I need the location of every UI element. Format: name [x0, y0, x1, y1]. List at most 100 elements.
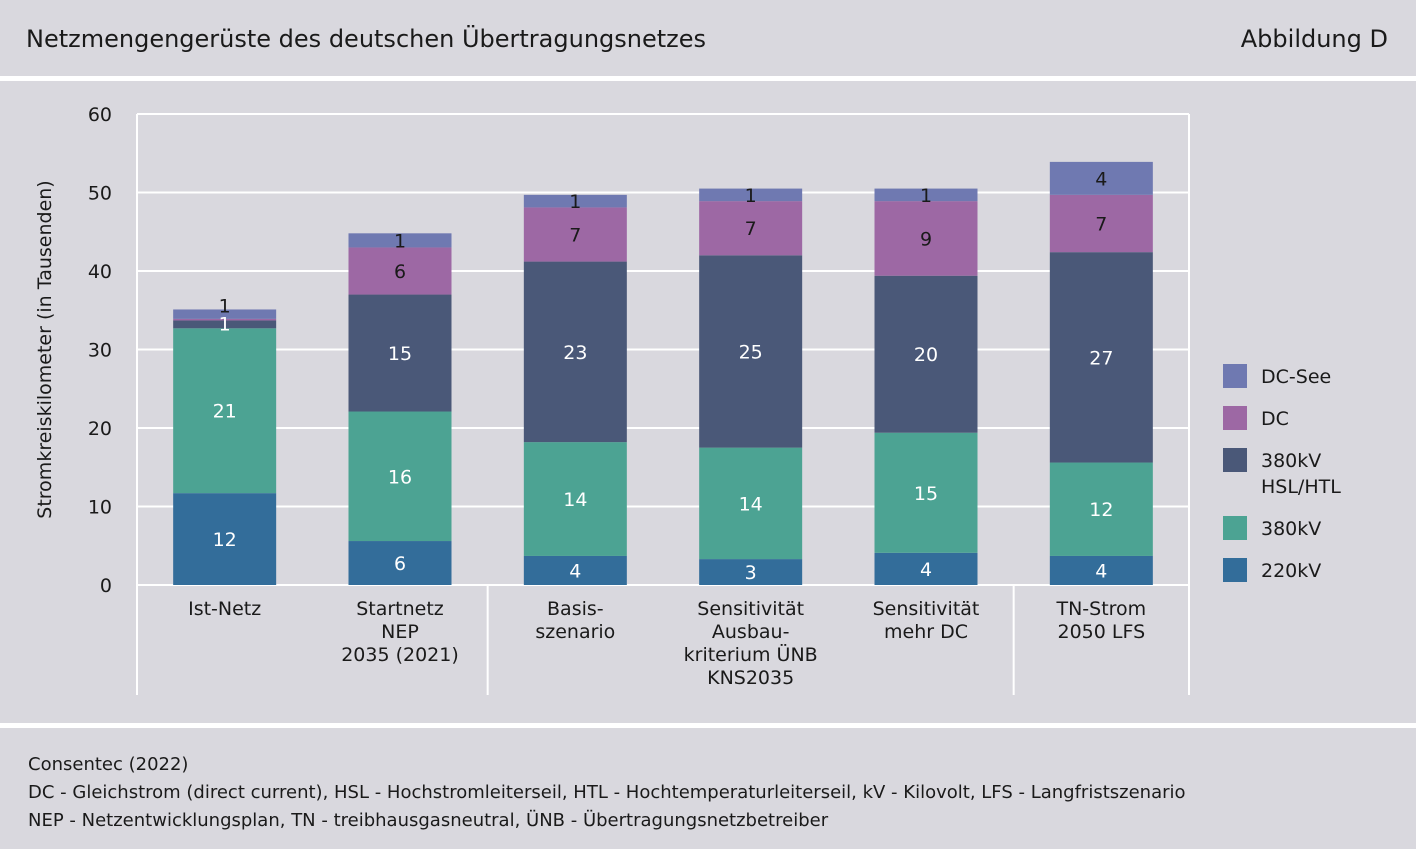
chart-notes: Consentec (2022) DC - Gleichstrom (direc…: [28, 751, 1186, 835]
bar-segment: [1049, 462, 1153, 556]
x-tick-label: mehr DC: [884, 621, 968, 643]
x-tick-label: 2035 (2021): [341, 644, 459, 666]
data-label: 20: [914, 344, 938, 366]
top-divider: [0, 76, 1416, 81]
legend-swatch: [1223, 406, 1247, 430]
bar-segment: [348, 294, 452, 412]
x-tick-label: Sensitivität: [873, 598, 980, 620]
bar-segment: [523, 194, 627, 208]
bar-segment: [173, 328, 277, 494]
data-label: 12: [1089, 499, 1113, 521]
x-tick-label: NEP: [381, 621, 419, 643]
bar-segment: [699, 188, 803, 202]
legend-swatch: [1223, 448, 1247, 472]
bar-segment: [874, 188, 978, 202]
data-label: 1: [745, 185, 757, 207]
bar-segment: [874, 275, 978, 433]
bar-segment: [699, 255, 803, 448]
bar-segment: [523, 207, 627, 262]
data-label: 1: [219, 313, 231, 335]
data-label: 7: [569, 224, 581, 246]
data-label: 12: [213, 529, 237, 551]
bar-segment: [173, 309, 277, 319]
x-tick-label: Ausbau-: [712, 621, 790, 643]
bar-segment: [1049, 252, 1153, 463]
data-label: 1: [394, 230, 406, 252]
bar-segment: [874, 552, 978, 585]
bar-segment: [523, 555, 627, 585]
x-tick-label: 2050 LFS: [1058, 621, 1146, 643]
y-tick-label: 30: [88, 340, 112, 362]
data-label: 1: [920, 185, 932, 207]
data-label: 15: [388, 343, 412, 365]
data-label: 15: [914, 483, 938, 505]
y-tick-label: 60: [88, 104, 112, 126]
bar-segment: [173, 320, 277, 329]
source-note: Consentec (2022): [28, 754, 189, 775]
x-tick-label: Startnetz: [356, 598, 444, 620]
y-tick-label: 50: [88, 183, 112, 205]
bar-segment: [699, 559, 803, 585]
y-axis-label: Stromkreiskilometer (in Tausenden): [34, 180, 56, 518]
x-tick-label: TN-Strom: [1055, 598, 1146, 620]
data-label: 23: [563, 342, 587, 364]
legend-label: HSL/HTL: [1261, 476, 1341, 498]
bar-segment: [1049, 194, 1153, 253]
bar-segment: [348, 247, 452, 295]
data-label: 14: [563, 489, 587, 511]
bar-segment: [699, 201, 803, 256]
data-label: 6: [394, 261, 406, 283]
data-label: 1: [569, 191, 581, 213]
legend-label: 380kV: [1261, 450, 1321, 472]
legend-swatch: [1223, 558, 1247, 582]
y-tick-label: 20: [88, 418, 112, 440]
stacked-bar-chart: 0 10 20 30 40 50 60 Stromkreiskilometer (in Tau…: [34, 104, 1341, 695]
x-tick-label: Ist-Netz: [188, 598, 261, 620]
data-label: 14: [739, 493, 763, 515]
abbreviations-note-1: DC - Gleichstrom (direct current), HSL -…: [28, 782, 1186, 803]
bar-segment: [874, 432, 978, 553]
bar-segment: [523, 261, 627, 443]
data-label: 4: [569, 560, 581, 582]
x-tick-label: szenario: [535, 621, 615, 643]
bar-segment: [348, 233, 452, 248]
data-label: 25: [739, 341, 763, 363]
bar-segment: [348, 411, 452, 542]
bottom-divider: [0, 723, 1416, 728]
y-tick-label: 40: [88, 261, 112, 283]
bar-segment: [173, 318, 277, 321]
data-label: 16: [388, 466, 412, 488]
x-tick-label: Basis-: [547, 598, 604, 620]
data-label: 4: [1095, 168, 1107, 190]
bar-segment: [1049, 161, 1153, 195]
data-label: 1: [219, 295, 231, 317]
x-tick-label: kriterium ÜNB: [684, 643, 818, 666]
bar-segment: [523, 442, 627, 556]
legend-label: DC: [1261, 408, 1289, 430]
data-label: 27: [1089, 347, 1113, 369]
data-label: 4: [920, 559, 932, 581]
bar-segment: [1049, 555, 1153, 585]
x-tick-label: Sensitivität: [697, 598, 804, 620]
legend-label: 380kV: [1261, 518, 1321, 540]
data-label: 7: [1095, 214, 1107, 236]
legend-label: 220kV: [1261, 560, 1321, 582]
data-label: 21: [213, 401, 237, 423]
data-label: 7: [745, 218, 757, 240]
legend-swatch: [1223, 516, 1247, 540]
legend-label: DC-See: [1261, 366, 1331, 388]
abbreviations-note-2: NEP - Netzentwicklungsplan, TN - treibha…: [28, 810, 829, 831]
x-tick-label: KNS2035: [707, 667, 794, 689]
chart-title: Netzmengengerüste des deutschen Übertrag…: [26, 25, 707, 53]
bar-segment: [874, 201, 978, 276]
data-label: 6: [394, 553, 406, 575]
y-tick-label: 0: [100, 575, 112, 597]
data-label: 3: [745, 562, 757, 584]
y-tick-label: 10: [88, 497, 112, 519]
figure-label: Abbildung D: [1240, 25, 1388, 53]
data-label: 4: [1095, 560, 1107, 582]
bar-segment: [173, 493, 277, 585]
data-label: 9: [920, 228, 932, 250]
bar-segment: [699, 447, 803, 560]
bar-segment: [348, 541, 452, 585]
